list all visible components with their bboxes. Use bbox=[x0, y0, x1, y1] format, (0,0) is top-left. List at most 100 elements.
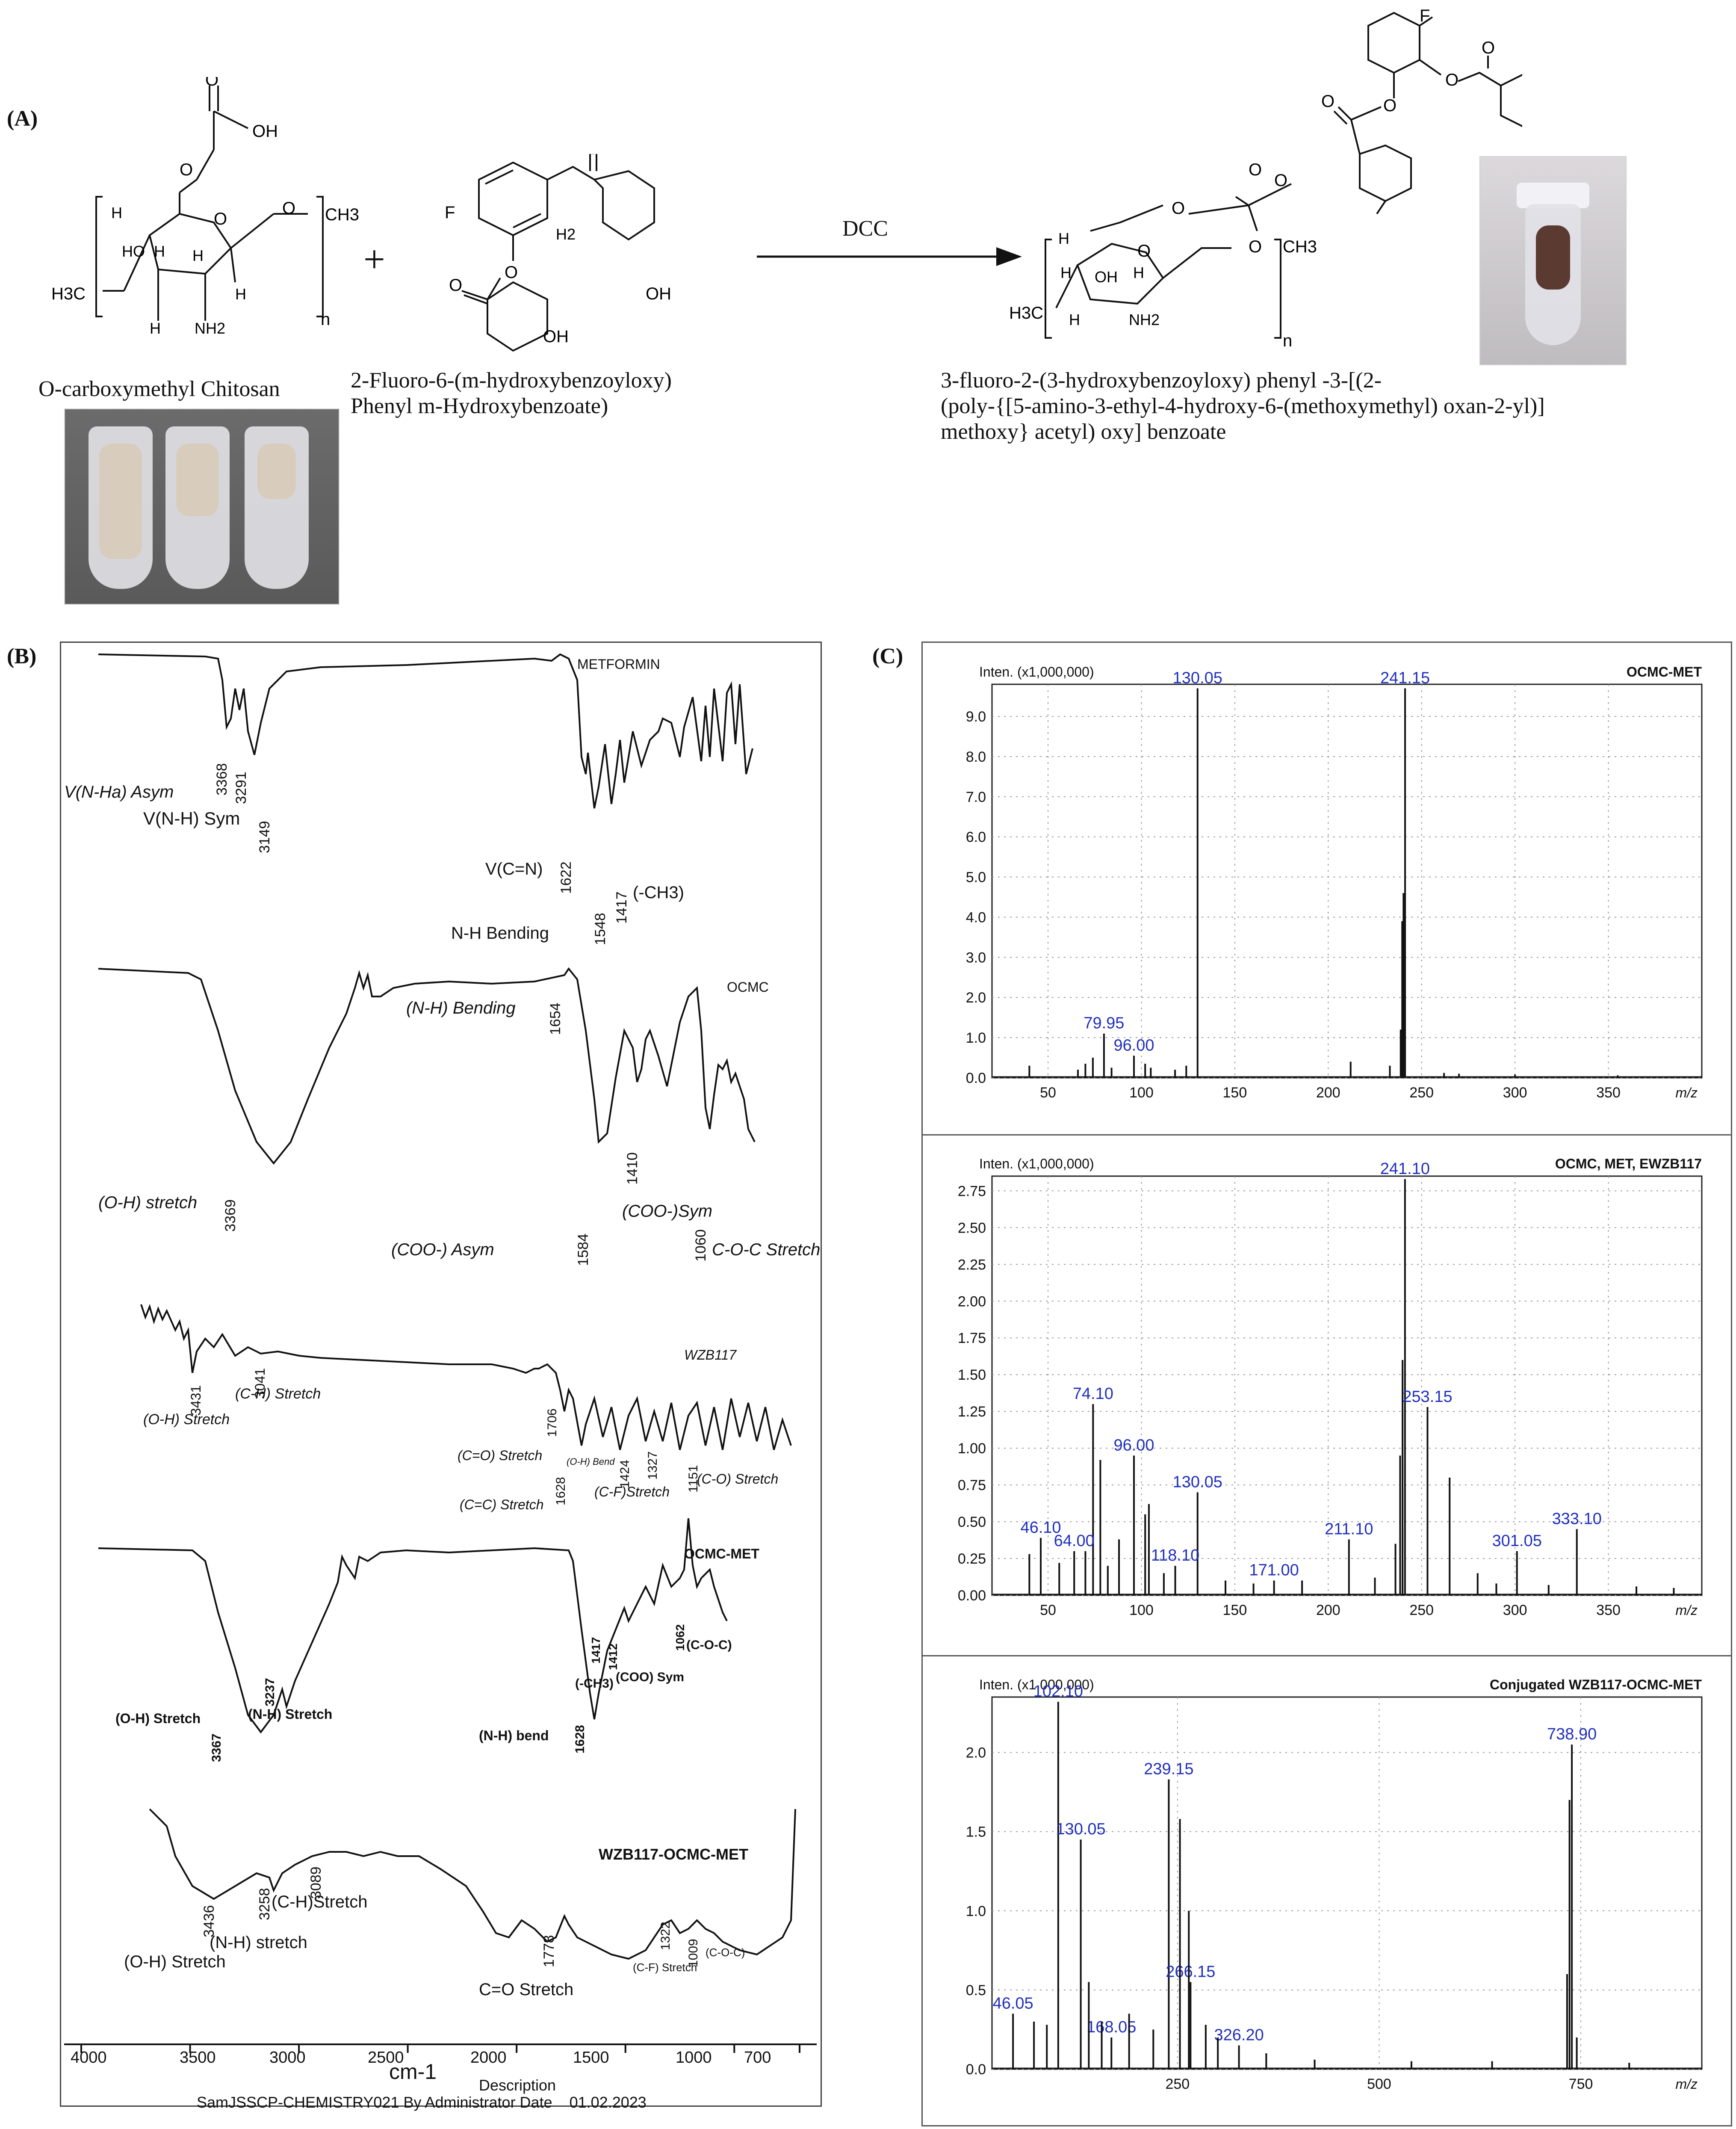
ir-xtick-1500: 1500 bbox=[573, 2049, 609, 2067]
tube-2 bbox=[165, 426, 230, 589]
ms-ytick-3: 3.0 bbox=[966, 949, 986, 966]
atom-o-ester-dbl: O bbox=[449, 276, 462, 295]
ir-ann-om-oh: (O-H) Stretch bbox=[115, 1711, 201, 1726]
ms-xtick-0: 50 bbox=[1040, 1602, 1056, 1618]
atom-o-ester: O bbox=[505, 263, 518, 282]
ir-ann-om-coc: (C-O-C) bbox=[686, 1638, 732, 1652]
wzb117-name: 2-Fluoro-6-(m-hydroxybenzoyloxy) Phenyl … bbox=[351, 368, 672, 418]
ms-peak-label-2: 253.15 bbox=[1402, 1388, 1452, 1406]
ms-peak-label-1: 74.10 bbox=[1073, 1385, 1113, 1403]
ms-xtick-6: 350 bbox=[1596, 1085, 1621, 1101]
atom-h3c: H3C bbox=[51, 284, 86, 303]
ir-ann-wzb-1706: 1706 bbox=[545, 1408, 559, 1437]
atom-nh2: NH2 bbox=[195, 319, 225, 337]
ir-ann-wzb-cf: (C-F)Stretch bbox=[594, 1484, 670, 1499]
ms-ytick-5: 1.25 bbox=[958, 1404, 986, 1420]
ms-ytick-7: 1.75 bbox=[958, 1330, 986, 1346]
prod-atom-o-ring: O bbox=[1137, 242, 1151, 260]
atom-oh-ring: OH bbox=[646, 284, 671, 303]
ms-xtick-0: 50 bbox=[1040, 1085, 1056, 1101]
prod-atom-h-1: H bbox=[1058, 230, 1069, 247]
ms-ytick-10: 2.50 bbox=[958, 1220, 986, 1236]
ir-title-ocmc-met: OCMC-MET bbox=[684, 1546, 759, 1561]
atom-oh: OH bbox=[252, 122, 278, 141]
ms-ytick-2: 2.0 bbox=[966, 990, 986, 1006]
prod-atom-o-7: O bbox=[1172, 199, 1185, 218]
ir-ann-om-1417: 1417 bbox=[589, 1637, 602, 1664]
ir-ann-om-nhbend: (N-H) bend bbox=[479, 1728, 549, 1743]
ir-footer: SamJSSCP-CHEMISTRY021 By Administrator D… bbox=[197, 2094, 647, 2111]
ir-ann-met-nha-asym: V(N-Ha) Asym bbox=[64, 783, 174, 801]
atom-h2: H2 bbox=[556, 225, 576, 243]
ir-frame bbox=[60, 642, 822, 2107]
panel-b-label: (B) bbox=[7, 644, 37, 668]
ir-ann-met-3149: 3149 bbox=[257, 821, 273, 853]
ir-ann-wom-oh: (O-H) Stretch bbox=[124, 1952, 226, 1971]
atom-o-ring: O bbox=[214, 210, 227, 228]
atom-h-3: H bbox=[192, 247, 204, 264]
ms-peak-label-0: 102.10 bbox=[1033, 1683, 1083, 1700]
atom-ch3: CH3 bbox=[325, 205, 359, 224]
reaction-arrow bbox=[757, 247, 1022, 266]
prod-atom-oh-ring: OH bbox=[1095, 268, 1118, 286]
product-photo bbox=[1479, 156, 1627, 365]
ms-xlabel: m/z bbox=[1675, 2076, 1698, 2092]
ocmc-structure: O OH O O O CH3 H HO H H H H NH2 H3C n bbox=[51, 77, 359, 337]
prod-atom-nh2: NH2 bbox=[1129, 311, 1160, 328]
ir-xtick-3000: 3000 bbox=[269, 2049, 306, 2067]
ir-ann-met-nh-bending: N-H Bending bbox=[451, 924, 549, 943]
ir-ann-om-ch3: (-CH3) bbox=[575, 1677, 614, 1691]
atom-ho: HO bbox=[122, 242, 145, 260]
prod-atom-h3c: H3C bbox=[1009, 304, 1043, 322]
ir-ann-wzb-oh: (O-H) Stretch bbox=[143, 1411, 230, 1428]
product-name: 3-fluoro-2-(3-hydroxybenzoyloxy) phenyl … bbox=[941, 368, 1545, 444]
product-tube bbox=[1525, 204, 1581, 345]
ir-ann-wzb-co: (C=O) Stretch bbox=[458, 1448, 543, 1463]
sample-3 bbox=[257, 444, 296, 499]
ms-chart-conjugated: Inten. (x1,000,000) Conjugated WZB117-OCM… bbox=[966, 1677, 1703, 2092]
ir-ann-ocmc-1654: 1654 bbox=[547, 1002, 564, 1035]
ms-xtick-3: 200 bbox=[1316, 1602, 1340, 1618]
ir-ann-wom-1778: 1778 bbox=[541, 1935, 557, 1967]
ir-ann-ocmc-nh-bending: (N-H) Bending bbox=[406, 999, 516, 1017]
ms-ytick-9: 9.0 bbox=[966, 709, 986, 725]
ms-xtick-1: 100 bbox=[1129, 1602, 1154, 1618]
ir-xtick-1000: 1000 bbox=[676, 2049, 712, 2067]
reagent-dcc: DCC bbox=[842, 216, 888, 241]
ir-trace-metformin bbox=[98, 653, 753, 809]
atom-n: n bbox=[321, 310, 330, 329]
ms-peak-label-5: 46.10 bbox=[1020, 1519, 1061, 1537]
ms-ytick-1: 1.0 bbox=[966, 1030, 986, 1046]
ms-peak-label-3: 738.90 bbox=[1547, 1725, 1597, 1743]
panel-c-label: (C) bbox=[872, 644, 903, 668]
ms-separator-1 bbox=[921, 1134, 1731, 1135]
ir-title-wzb117: WZB117 bbox=[684, 1347, 737, 1363]
prod-atom-ch3: CH3 bbox=[1283, 237, 1317, 256]
ms-ytick-4: 1.00 bbox=[958, 1440, 986, 1457]
ir-ann-om-1628: 1628 bbox=[573, 1725, 587, 1753]
ir-spectra bbox=[64, 653, 817, 2053]
prod-atom-n: n bbox=[1283, 331, 1292, 350]
ms-xtick-5: 300 bbox=[1503, 1602, 1527, 1618]
ms-ytick-2: 0.50 bbox=[958, 1514, 986, 1530]
ms-ytick-9: 2.25 bbox=[958, 1257, 986, 1273]
prod-atom-o-3: O bbox=[1383, 96, 1396, 115]
ms-xtick-2: 150 bbox=[1223, 1602, 1247, 1618]
ms-xtick-2: 150 bbox=[1223, 1085, 1247, 1101]
ir-xtick-4000: 4000 bbox=[71, 2049, 107, 2067]
ms-peak-label-8: 171.00 bbox=[1249, 1561, 1299, 1579]
ir-xtick-2500: 2500 bbox=[368, 2049, 404, 2067]
ms-ylabel: Inten. (x1,000,000) bbox=[979, 664, 1094, 680]
ms-ytick-6: 6.0 bbox=[966, 829, 986, 846]
ir-title-metformin: METFORMIN bbox=[577, 656, 660, 672]
ir-ann-ocmc-1584: 1584 bbox=[575, 1233, 591, 1266]
prod-atom-h-3: H bbox=[1133, 264, 1144, 281]
atom-h-4: H bbox=[235, 285, 246, 303]
product-structure: F O O OH O O O O O O O CH3 H H OH H H NH… bbox=[1009, 6, 1522, 350]
ms-ytick-6: 1.50 bbox=[958, 1367, 986, 1383]
ir-ann-ocmc-3369: 3369 bbox=[222, 1199, 239, 1232]
atom-o-link: O bbox=[282, 199, 295, 218]
ir-ann-wzb-1327: 1327 bbox=[646, 1451, 660, 1480]
ocmc-name: O-carboxymethyl Chitosan bbox=[38, 377, 280, 401]
prod-atom-o-5: O bbox=[1274, 171, 1287, 190]
